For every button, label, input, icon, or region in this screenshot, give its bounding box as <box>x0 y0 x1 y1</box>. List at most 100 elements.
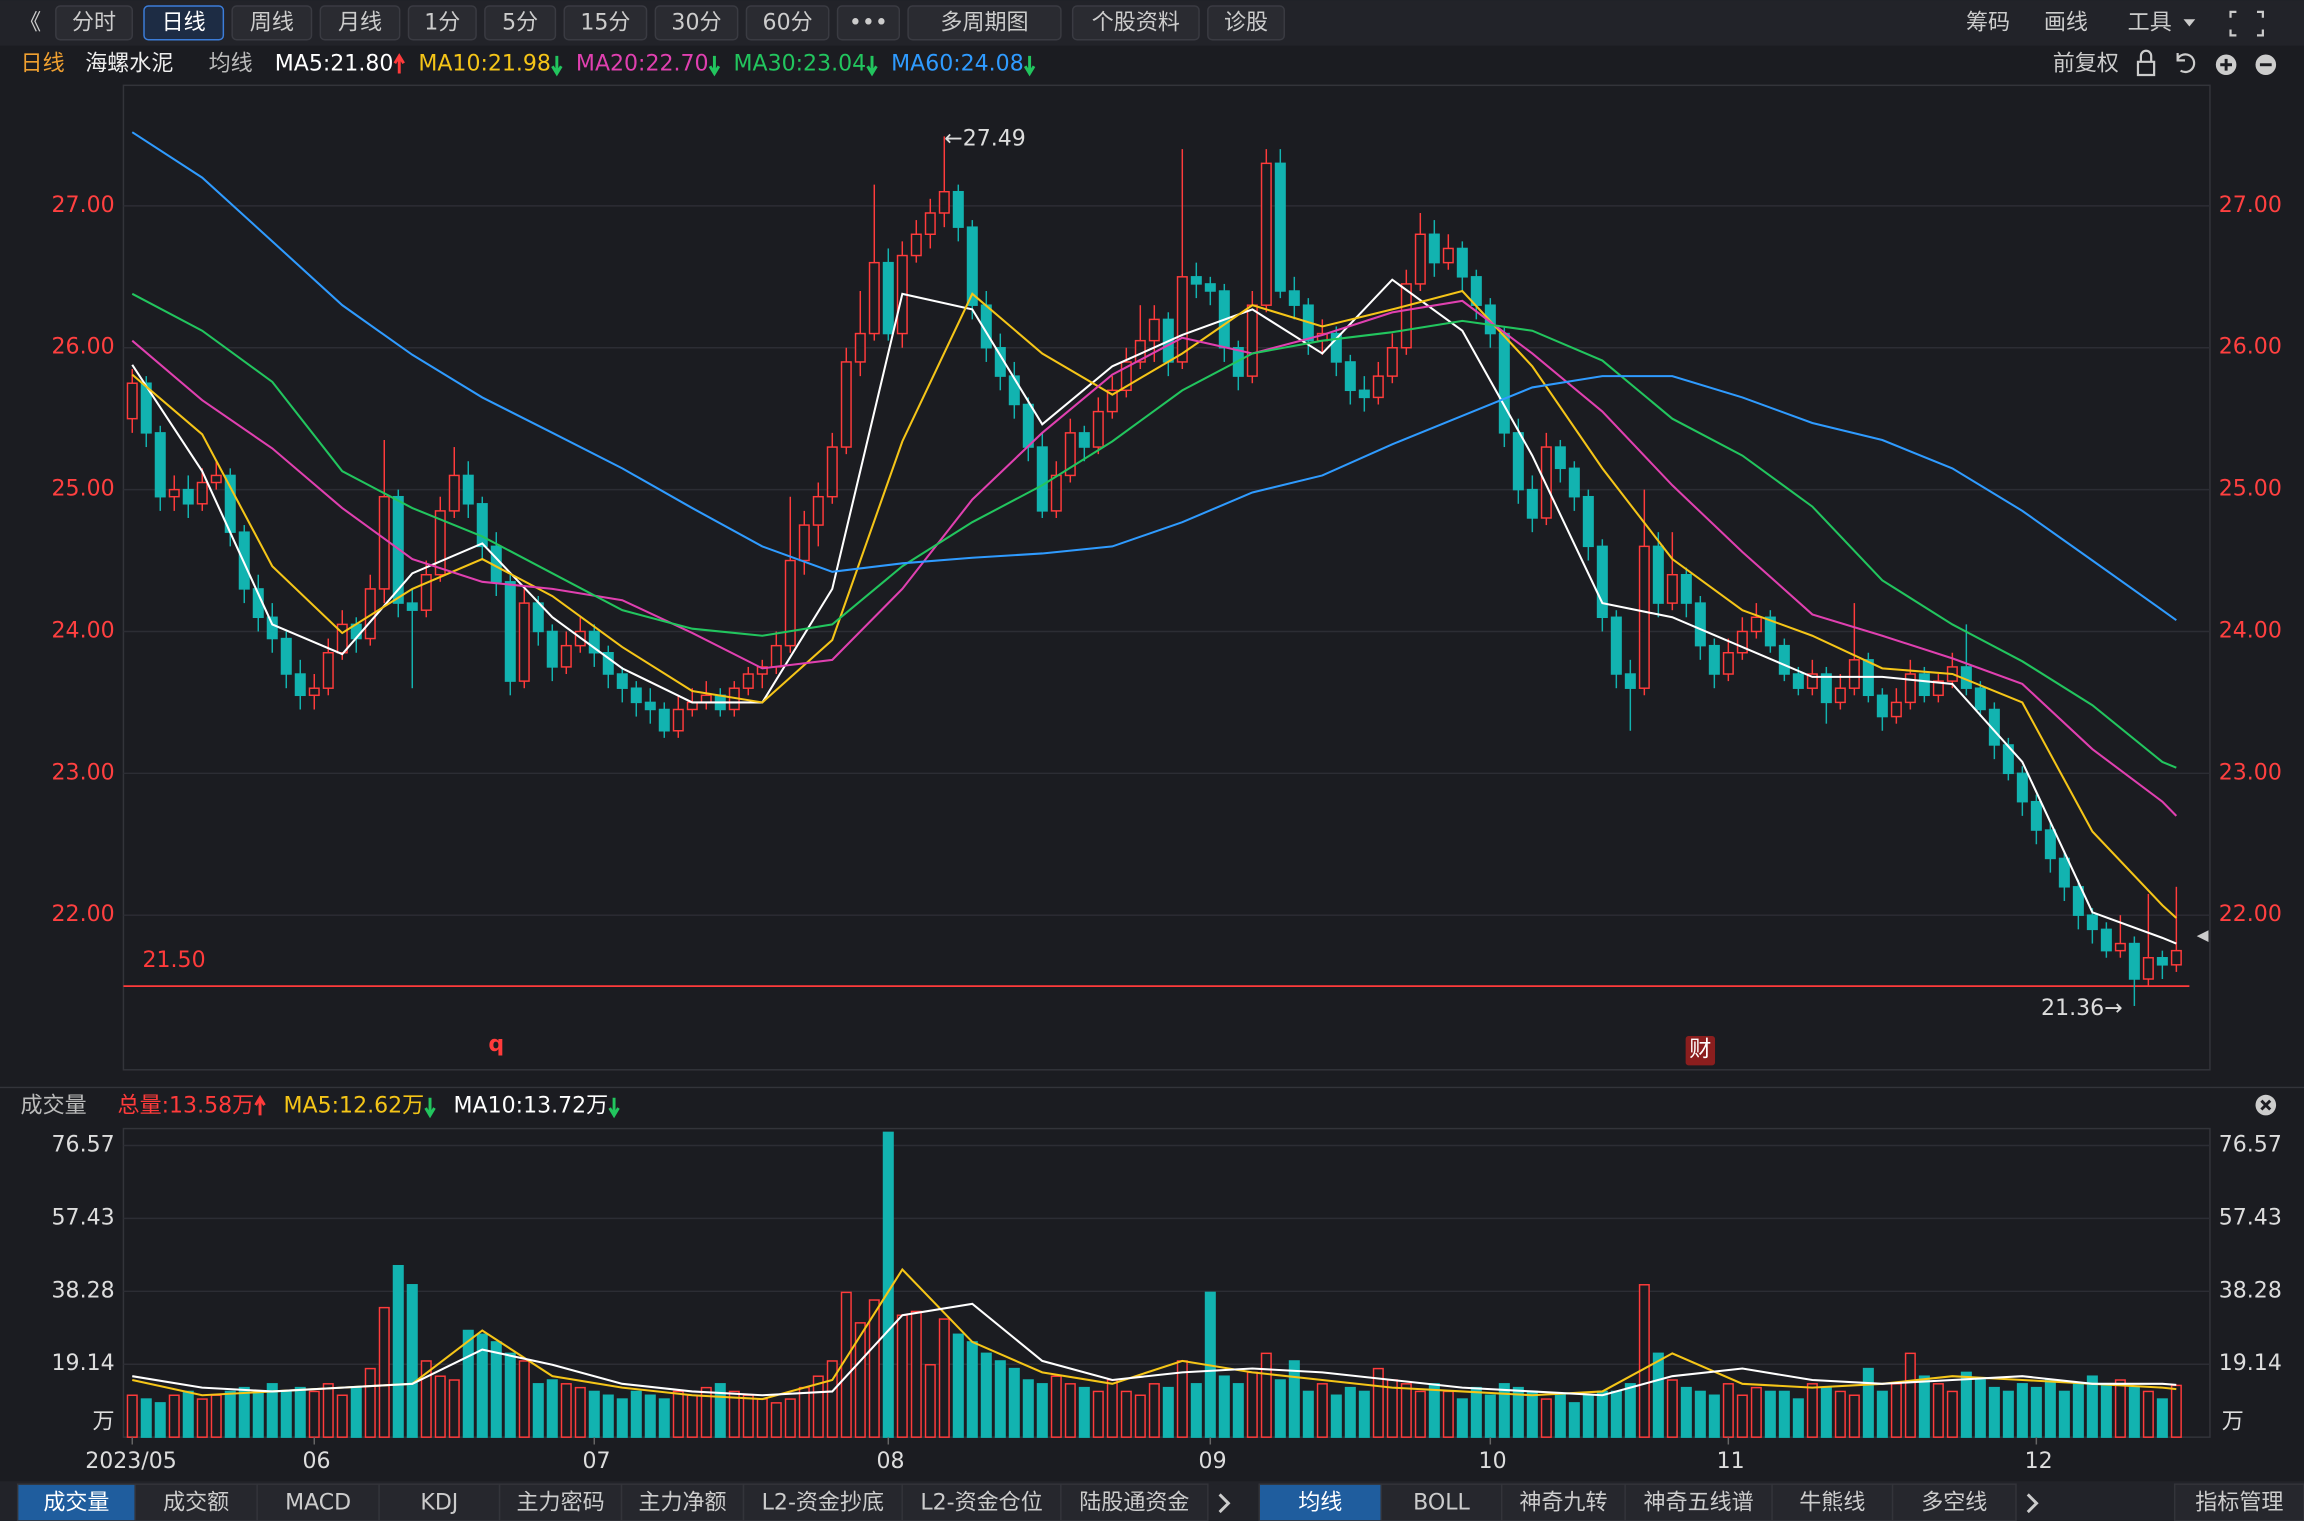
tab-button[interactable] <box>1207 5 1285 41</box>
tab-label[interactable]: ••• <box>849 11 888 36</box>
candle-body <box>1148 318 1160 342</box>
indicator-tab-label[interactable]: 成交额 <box>163 1490 229 1515</box>
candle-body <box>1694 602 1706 647</box>
candle-body <box>2156 957 2168 966</box>
tab-label[interactable]: 月线 <box>338 11 382 36</box>
candle-body <box>1722 652 1734 675</box>
tab-button[interactable] <box>143 5 225 41</box>
volume-bar <box>770 1402 782 1438</box>
indicator-tab[interactable] <box>378 1483 501 1521</box>
indicator-tab[interactable] <box>1060 1483 1209 1521</box>
reference-label: 21.50 <box>143 948 206 973</box>
tab-label[interactable]: 个股资料 <box>1092 11 1180 36</box>
indicator-tab[interactable] <box>134 1483 258 1521</box>
dropdown-icon[interactable] <box>2183 19 2196 27</box>
tool-button[interactable]: 筹码 <box>1966 11 2010 36</box>
fullscreen-icon[interactable] <box>2229 10 2264 37</box>
indicator-tab[interactable] <box>256 1483 380 1521</box>
tab-label[interactable]: 1分 <box>424 11 460 36</box>
candle-body <box>1400 283 1412 349</box>
candle-body <box>378 495 390 590</box>
overlay-tab[interactable] <box>1891 1483 2017 1521</box>
tool-button[interactable]: 工具 <box>2128 11 2172 36</box>
y-tick-label: 23.00 <box>52 760 115 785</box>
indicator-tab-label[interactable]: L2-资金抄底 <box>762 1490 884 1515</box>
volume-bar <box>2002 1390 2014 1438</box>
tab-label[interactable]: 周线 <box>250 11 294 36</box>
tab-button[interactable] <box>654 5 739 41</box>
overlay-tab-label[interactable]: 均线 <box>1298 1490 1342 1515</box>
tab-label[interactable]: 15分 <box>580 11 630 36</box>
volume-bar <box>1904 1352 1916 1438</box>
candle-body <box>1498 332 1510 434</box>
candle-body <box>1442 247 1454 264</box>
tab-button[interactable] <box>836 5 900 41</box>
volume-bar <box>392 1264 404 1438</box>
indicator-tab-label[interactable]: MACD <box>285 1490 351 1515</box>
volume-bar <box>1330 1394 1342 1438</box>
y-tick-label-right: 76.57 <box>2219 1132 2282 1157</box>
tab-label[interactable]: 多周期图 <box>940 11 1028 36</box>
tab-label[interactable]: 60分 <box>763 11 813 36</box>
volume-bar <box>350 1386 362 1438</box>
tab-button[interactable] <box>231 5 313 41</box>
tab-button[interactable] <box>55 5 133 41</box>
candle-body <box>2016 772 2028 803</box>
overlay-tab-label[interactable]: 牛熊线 <box>1799 1490 1865 1515</box>
tab-button[interactable] <box>1071 5 1200 41</box>
indicator-tab-label[interactable]: 成交量 <box>43 1490 109 1515</box>
legend-entry: MA10:21.98 <box>418 52 551 77</box>
volume-bar <box>168 1394 180 1438</box>
tool-button[interactable]: 画线 <box>2044 11 2088 36</box>
adjust-label[interactable]: 前复权 <box>2053 52 2119 77</box>
trend-arrow <box>608 1097 620 1119</box>
indicator-tab[interactable] <box>742 1483 903 1521</box>
volume-bar <box>784 1398 796 1438</box>
candle-body <box>1176 276 1188 363</box>
overlay-tab-label[interactable]: 指标管理 <box>2195 1490 2283 1515</box>
candle-body <box>1708 644 1720 675</box>
lock-icon[interactable] <box>2136 49 2156 77</box>
next-arrow[interactable] <box>1218 1493 1231 1514</box>
tab-label[interactable]: 诊股 <box>1224 11 1268 36</box>
overlay-tab-label[interactable]: 神奇九转 <box>1519 1490 1607 1515</box>
next-arrow[interactable] <box>2026 1493 2039 1514</box>
marker-text: 财 <box>1689 1038 1711 1063</box>
volume-bar <box>1834 1390 1846 1438</box>
candle-body <box>658 708 670 732</box>
tab-button[interactable] <box>563 5 648 41</box>
volume-bar <box>1946 1390 1958 1438</box>
legend-entry: MA5:21.80 <box>275 52 394 77</box>
overlay-tab[interactable] <box>2173 1483 2304 1521</box>
volume-bar <box>644 1394 656 1438</box>
indicator-tab-label[interactable]: 主力密码 <box>517 1490 605 1515</box>
volume-bar <box>1274 1379 1286 1438</box>
tab-button[interactable] <box>407 5 477 41</box>
overlay-tab[interactable] <box>1771 1483 1894 1521</box>
overlay-tab-label[interactable]: BOLL <box>1413 1490 1470 1515</box>
tab-button[interactable] <box>907 5 1062 41</box>
candle-body <box>1022 403 1034 448</box>
overlay-tab-label[interactable]: 神奇五线谱 <box>1644 1490 1754 1515</box>
volume-bar <box>308 1390 320 1438</box>
volume-bar <box>994 1360 1006 1438</box>
tab-label[interactable]: 30分 <box>671 11 721 36</box>
indicator-tab-label[interactable]: KDJ <box>420 1490 458 1515</box>
volume-bar <box>518 1360 530 1438</box>
tab-button[interactable] <box>319 5 401 41</box>
candle-body <box>630 687 642 704</box>
undo-icon[interactable] <box>2176 52 2196 74</box>
candle-body <box>2044 829 2056 860</box>
overlay-tab-label[interactable]: 多空线 <box>1921 1490 1987 1515</box>
tab-label[interactable]: 日线 <box>162 11 206 36</box>
indicator-tab-label[interactable]: 陆股通资金 <box>1079 1490 1189 1515</box>
indicator-tab-label[interactable]: L2-资金仓位 <box>920 1490 1042 1515</box>
back-button[interactable]: 《 <box>19 11 41 36</box>
tab-label[interactable]: 5分 <box>502 11 538 36</box>
indicator-tab-label[interactable]: 主力净额 <box>638 1490 726 1515</box>
tab-button[interactable] <box>745 5 830 41</box>
tab-label[interactable]: 分时 <box>72 11 116 36</box>
volume-bar <box>1736 1394 1748 1438</box>
indicator-tab[interactable] <box>901 1483 1062 1521</box>
tab-button[interactable] <box>484 5 557 41</box>
